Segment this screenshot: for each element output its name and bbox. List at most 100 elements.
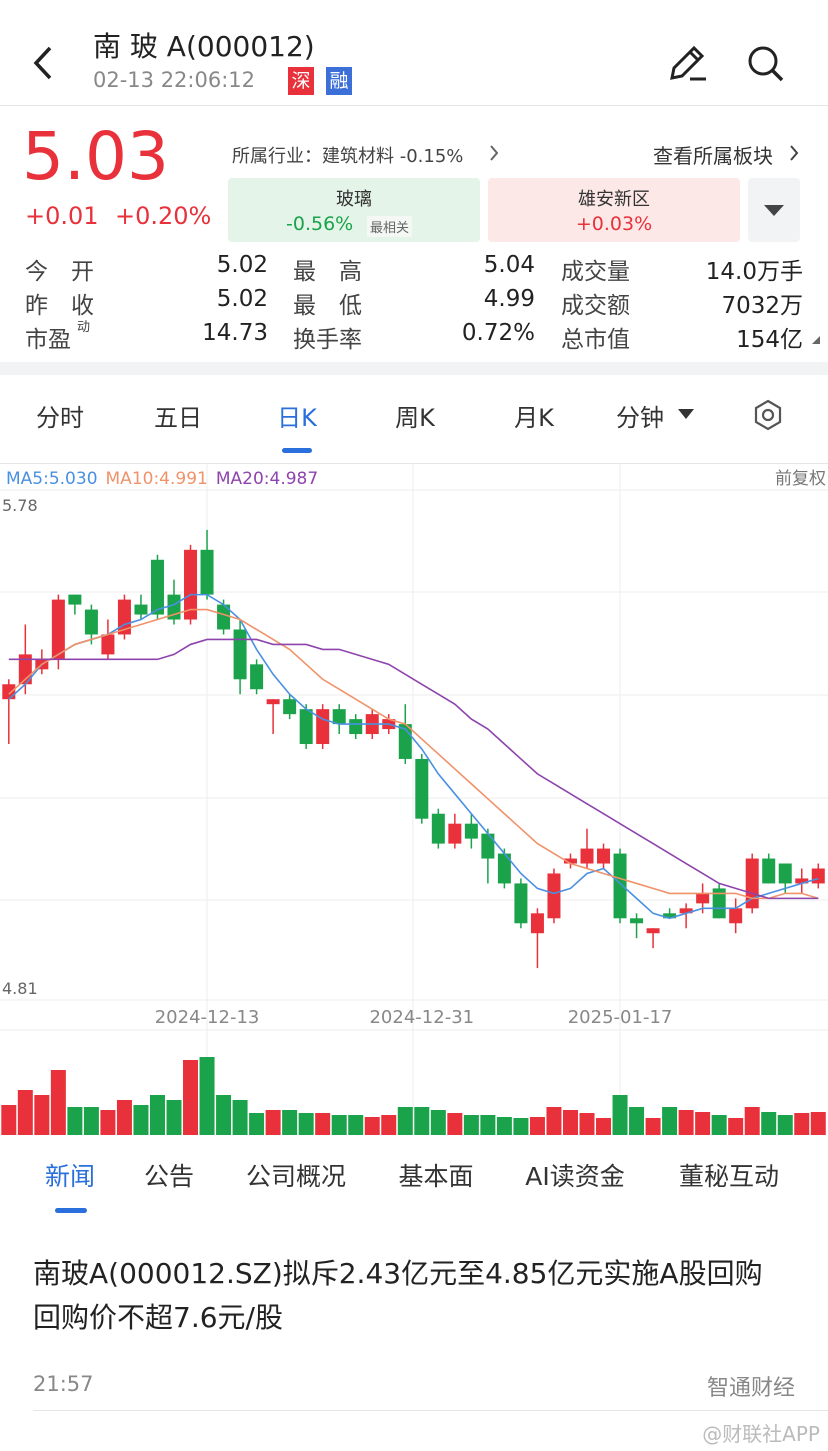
candle-body bbox=[299, 709, 313, 745]
adjust-label: 前复权 bbox=[775, 469, 826, 489]
ma-line bbox=[8, 608, 819, 900]
stat-label: 今 开 bbox=[25, 259, 94, 285]
candle-body bbox=[101, 634, 115, 655]
candle-body bbox=[646, 928, 660, 934]
stat-label: 换手率 bbox=[293, 327, 362, 353]
volume-bar bbox=[67, 1107, 83, 1135]
candle-body bbox=[514, 883, 528, 924]
candle-body bbox=[233, 629, 247, 680]
volume-bar bbox=[166, 1100, 182, 1135]
volume-bar bbox=[100, 1110, 116, 1135]
industry[interactable]: 所属行业：建筑材料 -0.15% bbox=[232, 146, 464, 167]
back-button[interactable] bbox=[30, 44, 60, 84]
volume-bar bbox=[348, 1115, 364, 1135]
candle-body bbox=[349, 719, 363, 735]
volume-bar bbox=[364, 1117, 380, 1135]
volume-bar bbox=[529, 1117, 545, 1135]
chevron bbox=[490, 145, 499, 161]
volume-bar bbox=[331, 1115, 347, 1135]
volume-bar bbox=[480, 1115, 496, 1135]
candle-body bbox=[811, 868, 825, 884]
corner bbox=[812, 336, 820, 344]
ma-legend: MA5:5.030 bbox=[6, 469, 98, 489]
sector-card[interactable] bbox=[488, 178, 740, 242]
candle-body bbox=[68, 594, 82, 605]
news-headline[interactable]: 南玻A(000012.SZ)拟斥2.43亿元至4.85亿元实施A股回购 回购价不… bbox=[33, 1257, 763, 1334]
volume-bar bbox=[183, 1060, 199, 1135]
sector-change: +0.03% bbox=[575, 213, 653, 235]
candle-body bbox=[563, 858, 577, 864]
volume-bar bbox=[612, 1095, 628, 1135]
candle-body bbox=[679, 908, 693, 914]
chart-tab[interactable]: 周K bbox=[395, 404, 435, 432]
volume-bar bbox=[744, 1107, 760, 1135]
edit-button[interactable] bbox=[666, 42, 710, 86]
sector-name: 雄安新区 bbox=[578, 189, 650, 210]
chevron bbox=[790, 145, 799, 161]
stat-value: 5.02 bbox=[216, 286, 268, 312]
news-tab[interactable]: 董秘互动 bbox=[678, 1162, 779, 1191]
volume-bar bbox=[662, 1107, 678, 1135]
stock-title: 南 玻 A(000012) bbox=[93, 30, 315, 63]
search-button[interactable] bbox=[744, 42, 788, 86]
candle-body bbox=[762, 858, 776, 884]
kline-chart: MA5:5.030 MA10:4.991 MA20:4.987 前复权 5.78 4.81… bbox=[0, 463, 828, 1135]
volume-bar bbox=[777, 1115, 793, 1135]
candle-body bbox=[283, 699, 297, 715]
volume-bar bbox=[546, 1107, 562, 1135]
volume-bar bbox=[579, 1113, 595, 1135]
candle-body bbox=[150, 559, 164, 615]
divider bbox=[0, 463, 828, 464]
volume-bar bbox=[116, 1100, 132, 1135]
stat-label: 成交量 bbox=[561, 259, 630, 285]
stat-value: 4.99 bbox=[483, 286, 535, 312]
sector-link[interactable]: 查看所属板块 bbox=[653, 144, 773, 168]
stat-value: 7032万 bbox=[721, 293, 803, 319]
volume-bar bbox=[414, 1107, 430, 1135]
volume-bar bbox=[397, 1107, 413, 1135]
chart-tab[interactable]: 月K bbox=[514, 404, 554, 432]
chart-tab[interactable]: 五日 bbox=[154, 404, 202, 432]
volume-bar bbox=[496, 1117, 512, 1135]
candle-body bbox=[2, 684, 16, 700]
candle-body bbox=[696, 893, 710, 904]
news-tab[interactable]: 基本面 bbox=[398, 1162, 474, 1191]
volume-bar bbox=[50, 1070, 66, 1135]
badge: 融 bbox=[326, 67, 352, 95]
candle-body bbox=[266, 699, 280, 705]
stat-value: 5.02 bbox=[216, 252, 268, 278]
volume-bar bbox=[249, 1113, 265, 1135]
candle-body bbox=[497, 853, 511, 884]
sector-tag: 最相关 bbox=[367, 216, 413, 237]
sector-change: -0.56% bbox=[286, 213, 354, 235]
dropdown-arrow bbox=[678, 409, 694, 419]
candle-body bbox=[547, 873, 561, 919]
sector-card[interactable] bbox=[228, 178, 480, 242]
candle-body bbox=[200, 549, 214, 595]
stat-label: 成交额 bbox=[561, 293, 630, 319]
volume-bar bbox=[463, 1115, 479, 1135]
news-tab[interactable]: 公告 bbox=[143, 1162, 194, 1191]
settings-button[interactable] bbox=[752, 398, 784, 432]
volume-bar bbox=[562, 1110, 578, 1135]
candle-body bbox=[613, 853, 627, 919]
expand-button[interactable] bbox=[748, 178, 800, 242]
volume-bar bbox=[761, 1112, 777, 1135]
chart-tab[interactable]: 分时 bbox=[36, 404, 84, 432]
stat-value: 14.73 bbox=[202, 320, 268, 346]
stat-label: 最 高 bbox=[293, 259, 362, 285]
news-tab[interactable]: 公司概况 bbox=[245, 1162, 346, 1191]
ma-line bbox=[8, 593, 819, 920]
candle-body bbox=[84, 609, 98, 635]
stat-value: 0.72% bbox=[461, 320, 535, 346]
chart-tab[interactable]: 日K bbox=[277, 404, 317, 432]
news-tab[interactable]: AI读资金 bbox=[525, 1162, 625, 1191]
news-tab[interactable]: 新闻 bbox=[44, 1162, 95, 1191]
chart-tab[interactable]: 分钟 bbox=[616, 404, 664, 432]
badge: 深 bbox=[288, 67, 314, 95]
candle-body bbox=[217, 604, 231, 630]
volume-bar bbox=[232, 1100, 248, 1135]
volume-bar bbox=[596, 1118, 612, 1135]
stat-value: 14.0万手 bbox=[705, 259, 803, 285]
